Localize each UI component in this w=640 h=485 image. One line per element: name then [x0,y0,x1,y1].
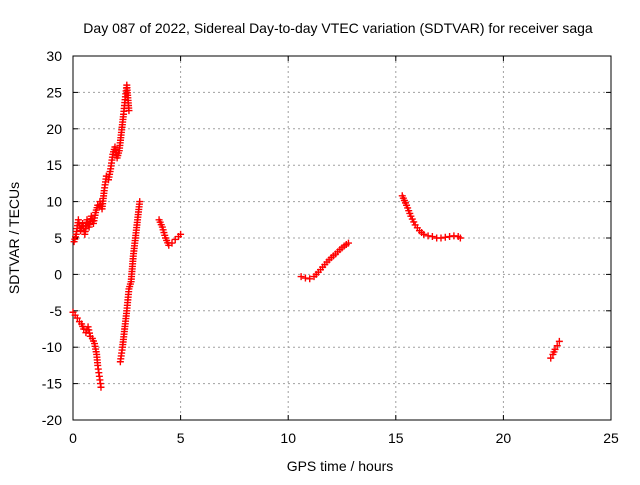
data-point [136,198,144,206]
data-point [168,239,176,247]
y-tick-label: -10 [42,339,62,355]
series-arc-15-18h [398,192,464,242]
y-tick-label: 15 [46,157,62,173]
data-point [84,323,92,331]
y-tick-label: 0 [54,266,62,282]
x-tick-label: 0 [69,430,77,446]
grid-layer [73,56,611,420]
y-axis-label: SDTVAR / TECUs [6,182,22,294]
series-arc-11-13h [297,239,352,283]
data-point [441,233,449,241]
data-point-fill [85,326,93,334]
y-tick-label: 30 [46,48,62,64]
data-point [420,230,428,238]
series-arc-22h [547,337,563,362]
x-tick-label: 10 [280,430,296,446]
data-point-fill [85,329,93,337]
series-arc-falling-early [69,308,105,391]
data-point [446,233,454,241]
x-tick-label: 25 [603,430,619,446]
data-point [551,345,559,353]
x-tick-label: 20 [496,430,512,446]
data-point [553,342,561,350]
series-arc-3-5h [155,216,185,249]
y-tick-label: -5 [50,303,63,319]
data-point [456,234,464,242]
data-point [297,273,305,281]
data-point [80,325,88,333]
data-point [73,314,81,322]
y-tick-label: -15 [42,376,62,392]
data-point [125,107,133,115]
x-tick-label: 5 [177,430,185,446]
chart-title: Day 087 of 2022, Sidereal Day-to-day VTE… [83,20,593,36]
series-layer [69,81,563,391]
x-tick-label: 15 [388,430,404,446]
data-point [177,230,185,238]
y-tick-label: 10 [46,194,62,210]
y-tick-label: 5 [54,230,62,246]
data-point [424,232,432,240]
data-point [437,234,445,242]
y-tick-label: -20 [42,412,62,428]
y-tick-label: 25 [46,84,62,100]
data-point [547,354,555,362]
series-arc-rising-early [70,81,133,246]
x-axis-label: GPS time / hours [287,458,394,474]
data-point [306,275,314,283]
data-point [301,274,309,282]
y-tick-label: 20 [46,121,62,137]
data-point [555,337,563,345]
data-point [428,233,436,241]
tick-layer: 0 5 10 15 20 25 -20 -15 -10 -5 0 5 10 15 20 25 30 [42,48,619,446]
data-point [344,239,352,247]
data-point [450,232,458,240]
data-point [97,383,105,391]
series-arc-steep-rise [116,198,144,366]
